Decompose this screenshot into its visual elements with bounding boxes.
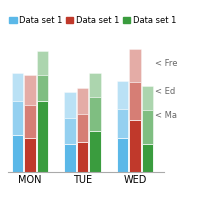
- Bar: [24, 138, 36, 172]
- Bar: [142, 144, 153, 172]
- Bar: [64, 144, 76, 172]
- Bar: [89, 73, 101, 97]
- Bar: [64, 118, 76, 144]
- Text: < Ma: < Ma: [155, 112, 177, 120]
- Bar: [37, 75, 48, 101]
- Bar: [129, 49, 141, 82]
- Bar: [117, 109, 128, 138]
- Bar: [24, 75, 36, 105]
- Text: < Fre: < Fre: [155, 59, 178, 68]
- Bar: [129, 82, 141, 120]
- Bar: [37, 51, 48, 75]
- Bar: [37, 101, 48, 172]
- Legend: Data set 1, Data set 1, Data set 1: Data set 1, Data set 1, Data set 1: [6, 12, 179, 28]
- Bar: [77, 88, 88, 114]
- Bar: [142, 86, 153, 110]
- Bar: [12, 135, 23, 172]
- Bar: [24, 105, 36, 138]
- Bar: [89, 131, 101, 172]
- Bar: [12, 101, 23, 135]
- Bar: [77, 114, 88, 142]
- Bar: [12, 73, 23, 101]
- Bar: [89, 97, 101, 131]
- Bar: [129, 120, 141, 172]
- Bar: [142, 110, 153, 144]
- Bar: [117, 81, 128, 109]
- Bar: [77, 142, 88, 172]
- Bar: [64, 92, 76, 118]
- Bar: [117, 138, 128, 172]
- Text: < Ed: < Ed: [155, 87, 175, 96]
